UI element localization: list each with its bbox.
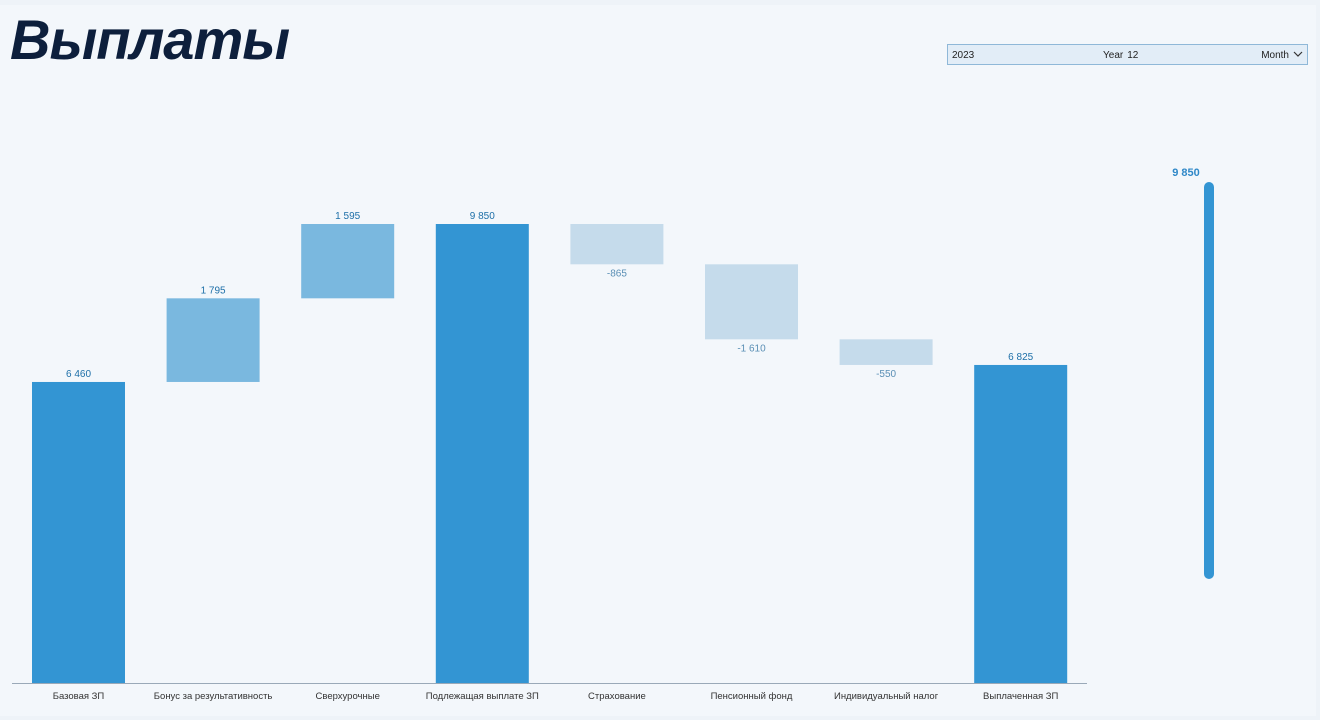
waterfall-bar[interactable] — [166, 298, 260, 382]
chevron-down-icon[interactable] — [1293, 49, 1303, 59]
waterfall-bar[interactable] — [32, 381, 125, 683]
category-label: Пенсионный фонд — [711, 691, 793, 702]
category-label: Подлежащая выплате ЗП — [426, 691, 539, 702]
slicer-granularity: Month — [1261, 50, 1289, 61]
data-label: 6 825 — [1008, 352, 1033, 363]
waterfall-bar[interactable] — [839, 339, 933, 365]
data-label: -550 — [876, 369, 896, 380]
page-title: Выплаты — [10, 8, 290, 71]
period-slicer[interactable]: 2023 Year 12 Month — [947, 44, 1308, 65]
waterfall-bar[interactable] — [974, 364, 1068, 683]
slicer-level-value: 12 — [1127, 50, 1139, 61]
data-label: 1 595 — [335, 211, 360, 222]
slicer-level: Year 12 — [1103, 50, 1138, 61]
category-label: Индивидуальный налог — [834, 691, 939, 702]
data-label: -1 610 — [737, 343, 766, 354]
category-label: Страхование — [588, 691, 646, 702]
waterfall-bar[interactable] — [570, 224, 664, 265]
slicer-year: 2023 — [952, 50, 975, 61]
category-label: Базовая ЗП — [53, 691, 105, 702]
data-label: -865 — [607, 268, 627, 279]
category-label: Выплаченная ЗП — [983, 691, 1058, 702]
data-label: 1 795 — [201, 285, 226, 296]
waterfall-bar[interactable] — [435, 224, 529, 683]
waterfall-bar[interactable] — [705, 264, 798, 340]
category-label: Бонус за результативность — [154, 691, 273, 702]
data-label: 9 850 — [470, 211, 495, 222]
category-label: Сверхурочные — [316, 691, 380, 702]
slicer-level-label: Year — [1103, 50, 1124, 61]
kpi-gauge-bar — [1204, 182, 1214, 579]
waterfall-bar[interactable] — [301, 224, 395, 299]
kpi-value: 9 850 — [1172, 167, 1200, 179]
data-label: 6 460 — [66, 369, 91, 380]
